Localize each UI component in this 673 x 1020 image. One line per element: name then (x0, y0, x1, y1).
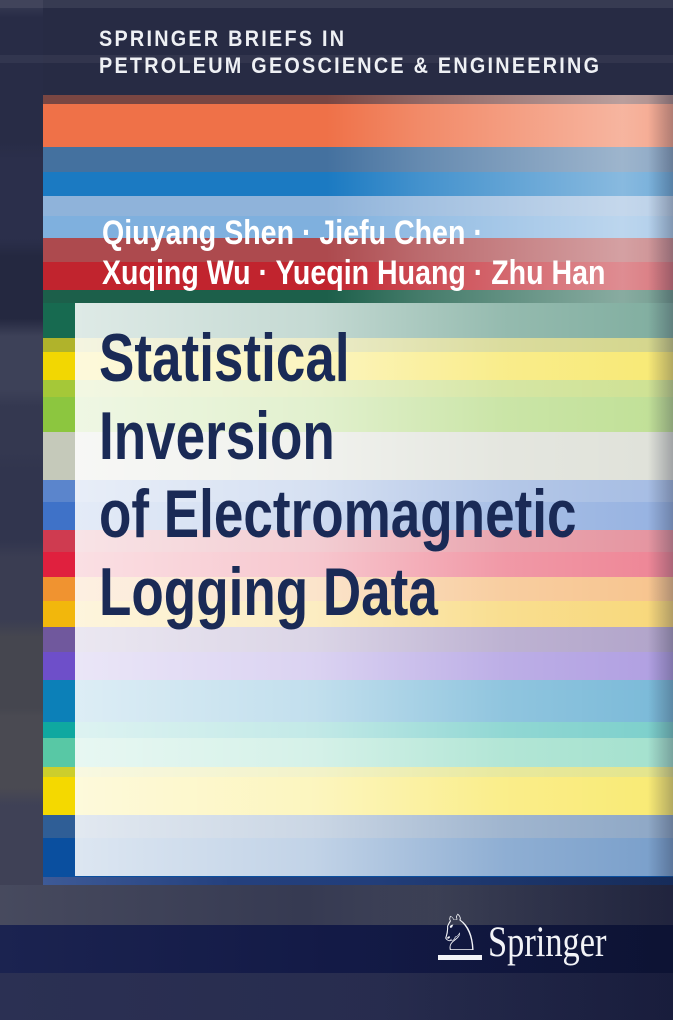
stripe (43, 95, 673, 104)
authors: Qiuyang Shen · Jiefu Chen · Xuqing Wu · … (102, 213, 605, 293)
springer-logo: ♘ Springer (437, 900, 657, 966)
book-title: Statistical Inversion of Electromagnetic… (99, 319, 576, 631)
publisher-name: Springer (488, 919, 607, 966)
stripe (43, 290, 673, 303)
bottom-band-navy (0, 973, 673, 1020)
stripe (43, 216, 673, 238)
springer-horse-knight-icon: ♘ (437, 904, 482, 962)
logo-underline (438, 955, 482, 960)
stripe (43, 104, 673, 147)
stripe (43, 147, 673, 172)
series-line-1: SPRINGER BRIEFS IN (99, 26, 347, 51)
series-title: SPRINGER BRIEFS IN PETROLEUM GEOSCIENCE … (99, 25, 601, 79)
bottom-blue-hairline (43, 877, 673, 885)
stripe (43, 172, 673, 196)
title-panel (75, 303, 673, 876)
title-line-2: Inversion (99, 398, 335, 474)
upper-hairline-band (0, 55, 673, 63)
left-margin-artwork (0, 0, 43, 885)
title-line-1: Statistical (99, 320, 350, 396)
stripe (43, 196, 673, 216)
bottom-band-dark-navy (0, 925, 673, 973)
title-line-4: Logging Data (99, 554, 438, 630)
bottom-band-slate (0, 885, 673, 925)
authors-line-1: Qiuyang Shen · Jiefu Chen · (102, 214, 483, 252)
top-hairline-band (0, 0, 673, 8)
stripe (43, 262, 673, 290)
stripe (43, 238, 673, 262)
series-line-2: PETROLEUM GEOSCIENCE & ENGINEERING (99, 53, 602, 78)
title-line-3: of Electromagnetic (99, 476, 577, 552)
authors-line-2: Xuqing Wu · Yueqin Huang · Zhu Han (102, 254, 606, 292)
